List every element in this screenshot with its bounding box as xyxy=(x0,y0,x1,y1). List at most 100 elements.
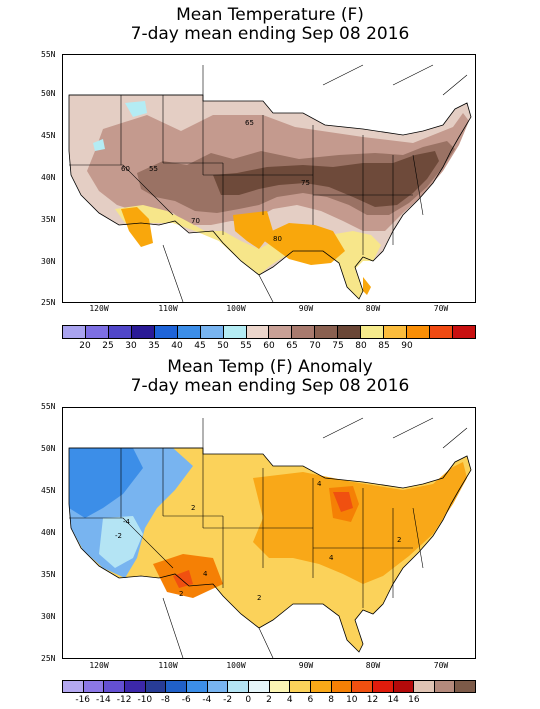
colorbar-swatch xyxy=(430,326,453,338)
lat-label: 40N xyxy=(41,528,56,537)
coastline-canada xyxy=(162,64,468,302)
anom-region-cool-dark xyxy=(69,448,143,518)
top-map-canvas: 65 60 55 75 70 80 xyxy=(68,64,472,302)
colorbar-label: 45 xyxy=(194,341,206,351)
colorbar-swatch xyxy=(131,326,155,338)
colorbar-label: 85 xyxy=(378,341,390,351)
contour-label: -4 xyxy=(123,518,131,526)
colorbar-swatch xyxy=(63,681,84,692)
colorbar-label: 50 xyxy=(217,341,229,351)
bottom-map-canvas: -4 -2 2 4 2 4 2 4 2 xyxy=(68,417,472,658)
lon-label: 70W xyxy=(433,661,449,670)
colorbar-label: 2 xyxy=(266,695,272,705)
lon-label: 110W xyxy=(158,661,178,670)
us-region-75 xyxy=(213,151,439,207)
lat-label: 50N xyxy=(41,444,56,453)
us-region-80 xyxy=(115,205,381,299)
bottom-colorbar xyxy=(62,680,476,693)
colorbar-swatch xyxy=(83,681,105,692)
contour-label: 75 xyxy=(301,179,310,187)
colorbar-swatch xyxy=(292,326,316,338)
top-colorbar xyxy=(62,325,476,339)
lat-label: 55N xyxy=(41,402,56,411)
lat-label: 50N xyxy=(41,89,56,98)
colorbar-swatch xyxy=(455,681,476,692)
colorbar-label: 75 xyxy=(332,341,344,351)
lat-label: 35N xyxy=(41,215,56,224)
colorbar-label: -16 xyxy=(75,695,91,705)
lat-label: 55N xyxy=(41,50,56,59)
contour-label: 2 xyxy=(397,536,401,544)
lat-label: 45N xyxy=(41,486,56,495)
colorbar-swatch xyxy=(315,326,339,338)
colorbar-swatch xyxy=(434,681,456,692)
colorbar-label: 25 xyxy=(102,341,114,351)
anom-region-warm xyxy=(253,462,467,584)
colorbar-swatch xyxy=(361,326,385,338)
bottom-title-line2: 7-day mean ending Sep 08 2016 xyxy=(130,376,410,396)
colorbar-swatch xyxy=(85,326,109,338)
coastline-canada xyxy=(162,417,468,658)
colorbar-label: 80 xyxy=(355,341,367,351)
colorbar-label: 30 xyxy=(125,341,137,351)
colorbar-label: 20 xyxy=(79,341,91,351)
lat-label: 35N xyxy=(41,570,56,579)
colorbar-swatch xyxy=(452,326,475,338)
colorbar-swatch xyxy=(290,681,311,692)
colorbar-swatch xyxy=(177,326,201,338)
contour-label: 2 xyxy=(191,504,195,512)
lon-label: 100W xyxy=(226,661,246,670)
colorbar-swatch xyxy=(331,681,353,692)
anom-region-hot xyxy=(153,486,359,598)
colorbar-label: 55 xyxy=(240,341,252,351)
colorbar-label: 14 xyxy=(387,695,399,705)
lat-label: 45N xyxy=(41,131,56,140)
contour-label: 60 xyxy=(121,165,130,173)
colorbar-label: -4 xyxy=(202,695,212,705)
contour-label: 4 xyxy=(329,554,334,562)
bottom-map: -4 -2 2 4 2 4 2 4 2 xyxy=(62,407,476,659)
colorbar-swatch xyxy=(223,326,247,338)
colorbar-swatch xyxy=(393,681,415,692)
lat-label: 25N xyxy=(41,298,56,307)
colorbar-swatch xyxy=(154,326,178,338)
lat-label: 25N xyxy=(41,654,56,663)
contour-label: 2 xyxy=(257,594,261,602)
lat-label: 40N xyxy=(41,173,56,182)
colorbar-swatch xyxy=(108,326,132,338)
lon-label: 120W xyxy=(89,304,109,313)
coastline xyxy=(68,94,472,300)
colorbar-swatch xyxy=(248,681,270,692)
colorbar-label: 35 xyxy=(148,341,160,351)
lon-label: 110W xyxy=(158,304,178,313)
colorbar-label: -12 xyxy=(116,695,132,705)
colorbar-label: 40 xyxy=(171,341,183,351)
colorbar-swatch xyxy=(246,326,270,338)
us-region-85 xyxy=(121,207,371,295)
colorbar-swatch xyxy=(63,326,86,338)
colorbar-label: -8 xyxy=(161,695,170,705)
colorbar-swatch xyxy=(269,326,293,338)
contour-label: 70 xyxy=(191,217,200,225)
top-title-line1: Mean Temperature (F) xyxy=(176,5,364,25)
colorbar-swatch xyxy=(145,681,167,692)
contour-label: -2 xyxy=(115,532,122,540)
contour-label: 4 xyxy=(203,570,208,578)
colorbar-swatch xyxy=(207,681,229,692)
contour-label: 4 xyxy=(317,480,322,488)
colorbar-label: 10 xyxy=(346,695,358,705)
colorbar-label: 4 xyxy=(286,695,293,705)
top-title-line2: 7-day mean ending Sep 08 2016 xyxy=(130,24,410,44)
colorbar-label: 65 xyxy=(286,341,298,351)
colorbar-label: -14 xyxy=(96,695,111,705)
colorbar-label: 70 xyxy=(309,341,321,351)
contour-label: 55 xyxy=(149,165,158,173)
colorbar-label: 8 xyxy=(328,695,334,705)
colorbar-label: 6 xyxy=(307,695,314,705)
colorbar-label: -2 xyxy=(223,695,233,705)
colorbar-label: 0 xyxy=(245,695,252,705)
colorbar-swatch xyxy=(310,681,332,692)
lon-label: 90W xyxy=(298,304,314,313)
colorbar-label: 12 xyxy=(366,695,379,705)
cool-spot-55 xyxy=(93,101,147,151)
